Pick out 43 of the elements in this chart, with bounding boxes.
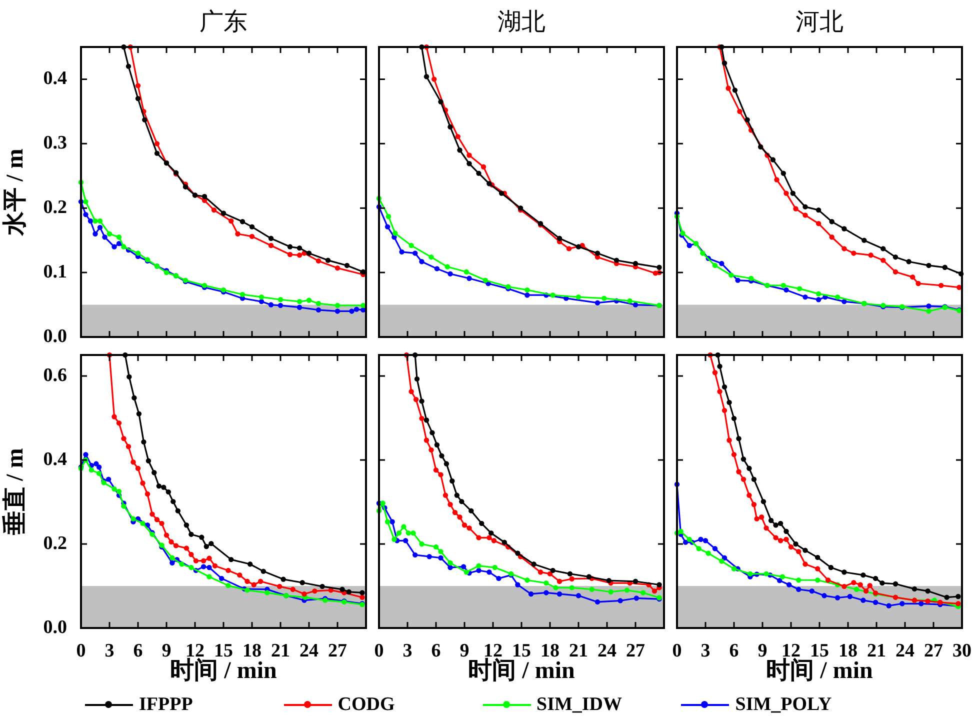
- x-tick-label: 27: [626, 640, 646, 662]
- x-tick-label: 27: [924, 640, 944, 662]
- y-tick-label: 0.0: [43, 326, 67, 347]
- x-tick-label: 6: [729, 640, 739, 662]
- x-tick-label: 27: [328, 640, 348, 662]
- y-tick-label: 0.3: [43, 132, 67, 154]
- x-tick-label: 6: [133, 640, 143, 662]
- x-tick-label: 21: [271, 640, 290, 662]
- legend-label: CODG: [338, 694, 395, 716]
- y-axis-title: 垂直 / m: [2, 448, 29, 536]
- x-tick-label: 3: [402, 640, 412, 662]
- legend-label: IFPPP: [139, 694, 193, 716]
- chart-title: 湖北: [498, 9, 546, 36]
- x-tick-label: 9: [460, 640, 470, 662]
- y-tick-label: 0.4: [43, 448, 68, 470]
- x-tick-label: 0: [672, 640, 682, 662]
- x-tick-label: 18: [540, 640, 560, 662]
- x-tick-label: 21: [569, 640, 588, 662]
- chart-title: 河北: [796, 9, 844, 36]
- y-tick-label: 0.2: [43, 197, 67, 218]
- x-tick-label: 24: [896, 640, 915, 662]
- legend-label: SIM_POLY: [735, 694, 832, 716]
- x-tick-label: 24: [598, 640, 617, 662]
- x-tick-label: 21: [867, 640, 886, 662]
- x-tick-label: 3: [700, 640, 710, 662]
- x-tick-label: 24: [300, 640, 319, 662]
- y-tick-label: 0.6: [43, 364, 67, 386]
- x-tick-label: 0: [76, 640, 86, 662]
- x-tick-label: 18: [838, 640, 858, 662]
- x-tick-label: 9: [758, 640, 768, 662]
- y-tick-label: 0.1: [43, 261, 67, 282]
- x-tick-label: 0: [374, 640, 384, 662]
- y-tick-label: 0.2: [43, 532, 67, 554]
- y-tick-label: 0.4: [43, 68, 68, 90]
- y-tick-label: 0.0: [43, 616, 67, 638]
- x-tick-label: 3: [104, 640, 114, 662]
- x-tick-label: 9: [162, 640, 172, 662]
- chart-title: 广东: [200, 8, 248, 36]
- legend-label: SIM_IDW: [536, 694, 622, 716]
- x-tick-label: 6: [431, 640, 441, 662]
- y-axis-title: 水平 / m: [2, 148, 29, 236]
- x-tick-label: 30: [952, 640, 972, 662]
- x-tick-label: 18: [242, 640, 262, 662]
